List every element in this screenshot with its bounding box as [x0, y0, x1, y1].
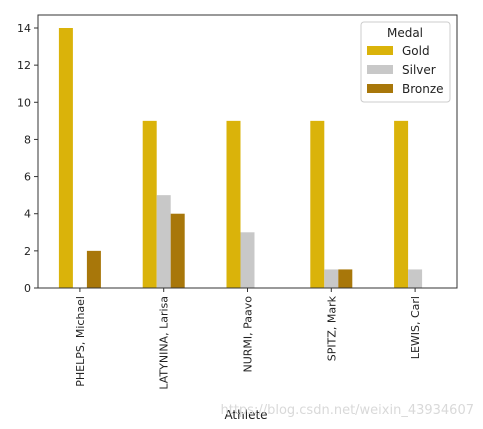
- legend-label-silver: Silver: [402, 63, 436, 77]
- x-tick-label: LATYNINA, Larisa: [158, 296, 171, 390]
- bar-gold-4: [394, 120, 409, 288]
- y-tick-label: 8: [24, 133, 31, 146]
- bar-bronze-3: [338, 269, 353, 288]
- bar-gold-3: [310, 120, 325, 288]
- y-axis: 0 2 4 6 8 10 12 14: [17, 22, 38, 295]
- legend-label-bronze: Bronze: [402, 82, 444, 96]
- bars-group: [58, 28, 423, 288]
- x-tick-label: NURMI, Paavo: [242, 296, 255, 373]
- y-tick-label: 14: [17, 22, 31, 35]
- y-tick-label: 4: [24, 208, 31, 221]
- bar-silver-2: [240, 232, 255, 288]
- legend-box: [360, 21, 451, 103]
- x-axis: PHELPS, Michael LATYNINA, Larisa NURMI, Pa…: [74, 288, 422, 390]
- x-tick-label: PHELPS, Michael: [74, 296, 87, 387]
- bar-gold-1: [142, 120, 157, 288]
- y-tick-label: 6: [24, 171, 31, 184]
- legend-swatch-gold: [367, 46, 393, 55]
- bar-bronze-0: [86, 250, 101, 288]
- legend-title: Medal: [387, 26, 423, 40]
- legend-swatch-bronze: [367, 84, 393, 93]
- y-tick-label: 10: [17, 96, 31, 109]
- bar-silver-4: [408, 269, 423, 288]
- y-tick-label: 12: [17, 59, 31, 72]
- bar-bronze-1: [170, 213, 185, 288]
- bar-silver-3: [324, 269, 339, 288]
- bar-silver-1: [156, 195, 171, 288]
- watermark: https://blog.csdn.net/weixin_43934607: [220, 403, 474, 418]
- y-tick-label: 0: [24, 282, 31, 295]
- bar-gold-2: [226, 120, 241, 288]
- legend: Medal Gold Silver Bronze: [360, 21, 451, 103]
- y-tick-label: 2: [24, 245, 31, 258]
- legend-label-gold: Gold: [402, 44, 430, 58]
- x-tick-label: LEWIS, Carl: [409, 296, 422, 359]
- x-tick-label: SPITZ, Mark: [325, 295, 338, 361]
- legend-swatch-silver: [367, 65, 393, 74]
- x-axis-title: Athlete: [224, 408, 267, 422]
- bar-gold-0: [58, 28, 73, 288]
